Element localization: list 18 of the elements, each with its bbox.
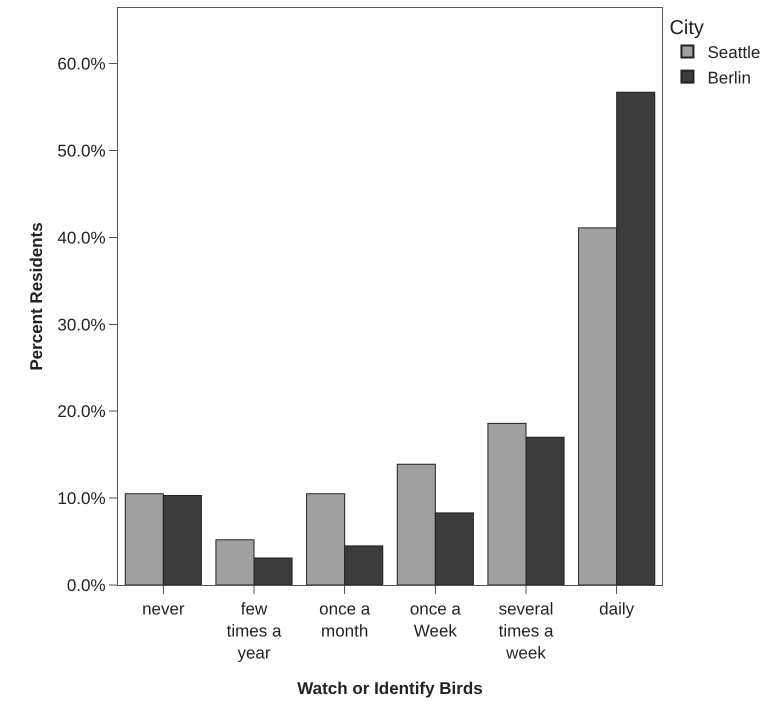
y-tick-label: 30.0%	[57, 315, 106, 334]
x-tick-label: once a month	[319, 599, 371, 640]
x-tick-label: never	[142, 599, 185, 618]
y-tick-label: 60.0%	[57, 54, 106, 74]
legend-title: City	[669, 17, 704, 39]
y-tick-label: 50.0%	[57, 141, 106, 160]
y-axis-title: Percent Residents	[26, 222, 46, 371]
y-tick-label: 0.0%	[66, 576, 106, 595]
y-tick-label: 20.0%	[57, 402, 106, 422]
y-tick-label: 40.0%	[57, 228, 106, 248]
x-tick-label: several times a week	[498, 599, 554, 663]
x-axis-title: Watch or Identify Birds	[297, 679, 483, 698]
legend-label: Seattle	[707, 43, 760, 62]
legend-label: Berlin	[707, 68, 751, 88]
x-tick-label: once a Week	[410, 599, 462, 640]
x-tick-label: daily	[599, 599, 635, 618]
x-tick-label: few times a year	[226, 599, 282, 663]
y-tick-label: 10.0%	[57, 489, 106, 508]
